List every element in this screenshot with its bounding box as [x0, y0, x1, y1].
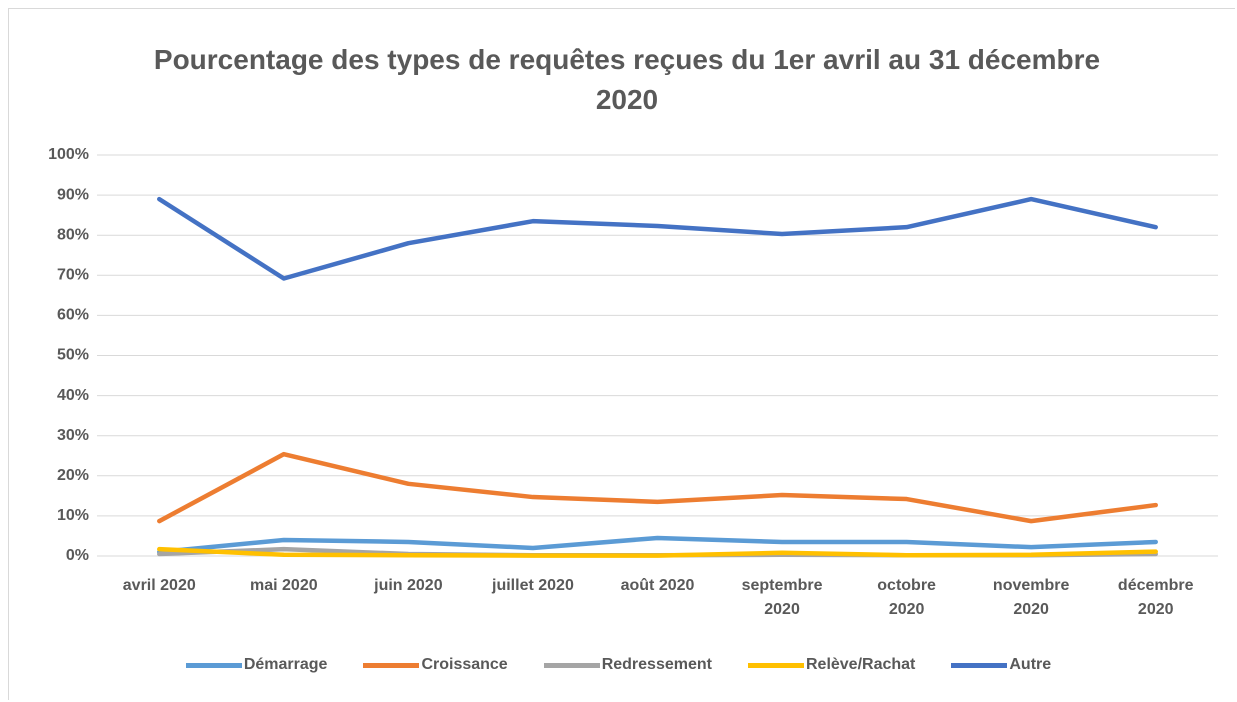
x-tick-label: août 2020	[620, 577, 695, 594]
y-tick-label: 70%	[57, 267, 89, 284]
legend-item: Croissance	[363, 656, 508, 674]
legend-label: Croissance	[421, 656, 508, 673]
y-tick-label: 30%	[57, 427, 89, 444]
x-tick-label: juillet 2020	[492, 577, 574, 594]
legend-label: Démarrage	[243, 656, 328, 673]
y-tick-label: 50%	[57, 347, 89, 364]
legend-item: Démarrage	[185, 656, 328, 674]
y-tick-label: 40%	[57, 387, 89, 404]
series-line	[157, 451, 1158, 524]
y-tick-label: 20%	[57, 467, 89, 484]
x-tick-label: septembre 2020	[741, 577, 823, 618]
legend-label: Autre	[1009, 656, 1052, 673]
legend-label: Relève/Rachat	[805, 656, 916, 673]
legend-swatch	[951, 662, 1008, 668]
y-tick-label: 10%	[57, 507, 89, 524]
chart-frame	[8, 8, 1235, 700]
x-tick-label: octobre 2020	[877, 577, 936, 618]
legend-swatch	[363, 662, 420, 668]
legend-swatch	[747, 662, 804, 668]
legend: Démarrage Croissance Redressement Relève/Ra…	[0, 656, 1237, 674]
x-tick-label: avril 2020	[122, 577, 196, 594]
y-tick-label: 90%	[57, 186, 89, 203]
series-line	[157, 196, 1158, 281]
series-line	[157, 546, 1158, 558]
legend-item: Autre	[951, 656, 1051, 674]
legend-item: Relève/Rachat	[747, 656, 916, 674]
y-tick-label: 60%	[57, 307, 89, 324]
legend-swatch	[185, 662, 242, 668]
x-tick-label: décembre 2020	[1117, 577, 1194, 618]
y-tick-label: 80%	[57, 226, 89, 243]
legend-item: Redressement	[543, 656, 712, 674]
x-tick-label: juin 2020	[374, 577, 443, 594]
chart-title: Pourcentage des types de requêtes reçues…	[153, 44, 1101, 115]
y-tick-label: 0%	[66, 547, 89, 564]
legend-swatch	[543, 662, 600, 668]
x-tick-label: mai 2020	[250, 577, 318, 594]
x-tick-label: novembre 2020	[992, 577, 1070, 618]
legend-label: Redressement	[601, 656, 712, 673]
series-line	[157, 535, 1158, 555]
y-tick-label: 100%	[48, 146, 89, 163]
